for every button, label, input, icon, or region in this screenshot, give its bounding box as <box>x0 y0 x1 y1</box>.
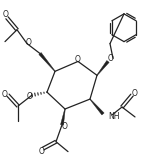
Polygon shape <box>39 53 55 72</box>
Text: O: O <box>62 122 68 131</box>
Text: O: O <box>2 90 8 99</box>
Text: O: O <box>75 55 81 64</box>
Text: O: O <box>39 147 45 156</box>
Text: O: O <box>3 10 9 19</box>
Polygon shape <box>90 99 104 115</box>
Text: O: O <box>108 54 114 63</box>
Text: O: O <box>27 92 33 101</box>
Text: O: O <box>26 38 32 47</box>
Text: O: O <box>132 89 138 98</box>
Polygon shape <box>97 60 109 76</box>
Text: NH: NH <box>108 112 120 121</box>
Polygon shape <box>60 109 65 125</box>
